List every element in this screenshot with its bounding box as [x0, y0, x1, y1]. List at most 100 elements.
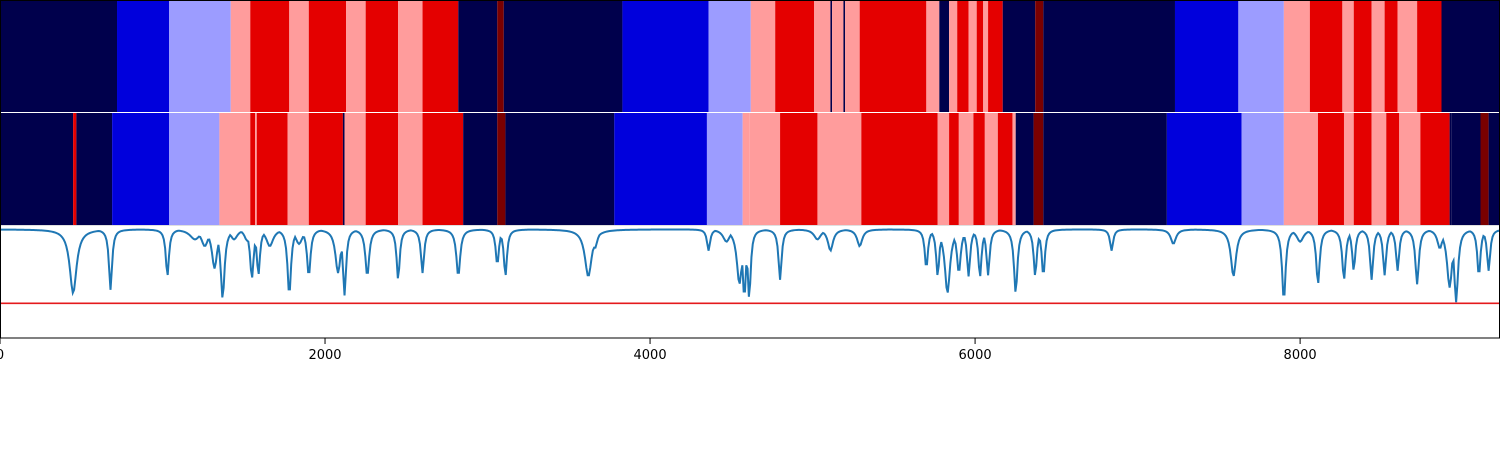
track-2-segment — [344, 113, 366, 225]
track-2-segment — [463, 113, 498, 225]
track-1-segment — [458, 1, 498, 112]
track-1-segment — [1002, 1, 1036, 112]
track-2-segment — [1420, 113, 1450, 225]
track-1-segment — [1238, 1, 1284, 112]
track-1-segment — [845, 1, 860, 112]
track-1-panel — [0, 1, 1500, 112]
x-tick-label: 8000 — [1284, 348, 1317, 363]
track-2-segment — [1015, 113, 1034, 225]
track-1-segment — [308, 1, 347, 112]
track-2-segment — [342, 113, 345, 225]
track-2-segment — [984, 113, 998, 225]
track-2-segment — [706, 113, 743, 225]
track-2-segment — [742, 113, 750, 225]
track-2-segment — [1012, 113, 1016, 225]
track-2-segment — [817, 113, 862, 225]
track-1-segment — [497, 1, 504, 112]
x-tick-label: 6000 — [959, 348, 992, 363]
track-1-segment — [289, 1, 309, 112]
track-2-segment — [0, 113, 74, 225]
track-1-segment — [983, 1, 989, 112]
track-2-segment — [949, 113, 959, 225]
track-2-segment — [937, 113, 950, 225]
track-2-segment — [287, 113, 309, 225]
track-2-segment — [997, 113, 1013, 225]
track-2-segment — [256, 113, 288, 225]
track-1-segment — [1342, 1, 1354, 112]
track-1-segment — [622, 1, 709, 112]
track-1-segment — [775, 1, 815, 112]
track-1-segment — [939, 1, 950, 112]
track-1-segment — [1384, 1, 1398, 112]
track-1-segment — [346, 1, 366, 112]
track-2-segment — [1033, 113, 1044, 225]
track-2-segment — [112, 113, 170, 225]
track-1-segment — [169, 1, 231, 112]
track-2-segment — [398, 113, 423, 225]
track-1-segment — [926, 1, 940, 112]
track-1-segment — [1174, 1, 1239, 112]
track-1-segment — [968, 1, 977, 112]
track-2-segment — [1166, 113, 1242, 225]
track-2-segment — [958, 113, 974, 225]
track-2-segment — [1317, 113, 1344, 225]
track-1-segment — [988, 1, 1003, 112]
track-2-segment — [1241, 113, 1284, 225]
track-1-segment — [365, 1, 399, 112]
track-2-panel — [0, 113, 1500, 225]
track-2-segment — [1480, 113, 1489, 225]
track-2-segment — [250, 113, 256, 225]
track-1-segment — [1043, 1, 1175, 112]
track-2-segment — [219, 113, 251, 225]
track-2-segment — [73, 113, 77, 225]
track-1-segment — [830, 1, 833, 112]
track-1-segment — [1353, 1, 1372, 112]
track-1-segment — [976, 1, 984, 112]
track-1-segment — [1441, 1, 1500, 112]
track-1-segment — [230, 1, 251, 112]
track-1-segment — [117, 1, 170, 112]
track-2-segment — [1399, 113, 1421, 225]
panel-separators — [0, 112, 1500, 226]
track-2-segment — [76, 113, 113, 225]
track-1-segment — [1309, 1, 1343, 112]
track-1-segment — [422, 1, 459, 112]
track-1-segment — [1283, 1, 1310, 112]
track-2-segment — [1283, 113, 1318, 225]
track-1-segment — [814, 1, 831, 112]
track-2-segment — [1488, 113, 1500, 225]
track-2-segment — [308, 113, 343, 225]
track-2-segment — [1451, 113, 1481, 225]
track-2-segment — [169, 113, 220, 225]
track-2-segment — [422, 113, 464, 225]
track-1-segment — [957, 1, 969, 112]
track-2-segment — [1343, 113, 1354, 225]
track-2-segment — [780, 113, 818, 225]
track-1-segment — [750, 1, 776, 112]
track-1-segment — [1397, 1, 1418, 112]
track-1-segment — [832, 1, 844, 112]
track-1-segment — [843, 1, 846, 112]
track-1-segment — [1035, 1, 1044, 112]
track-1-segment — [250, 1, 290, 112]
track-2-segment — [497, 113, 506, 225]
track-1-segment — [503, 1, 623, 112]
track-2-segment — [1449, 113, 1452, 225]
track-1-segment — [708, 1, 751, 112]
track-2-segment — [861, 113, 938, 225]
track-1-segment — [1371, 1, 1385, 112]
track-2-segment — [614, 113, 707, 225]
x-tick-label: 0 — [0, 348, 4, 363]
x-axis: 0 2000 4000 6000 8000 — [0, 338, 1317, 363]
track-2-segment — [1371, 113, 1387, 225]
track-2-segment — [1353, 113, 1372, 225]
track-1-segment — [1417, 1, 1442, 112]
track-2-segment — [1043, 113, 1167, 225]
line-panel — [0, 226, 1500, 338]
track-2-segment — [1386, 113, 1400, 225]
x-tick-label: 4000 — [634, 348, 667, 363]
signal-line — [0, 228, 1500, 303]
track-2-segment — [505, 113, 615, 225]
track-2-segment — [255, 113, 257, 225]
